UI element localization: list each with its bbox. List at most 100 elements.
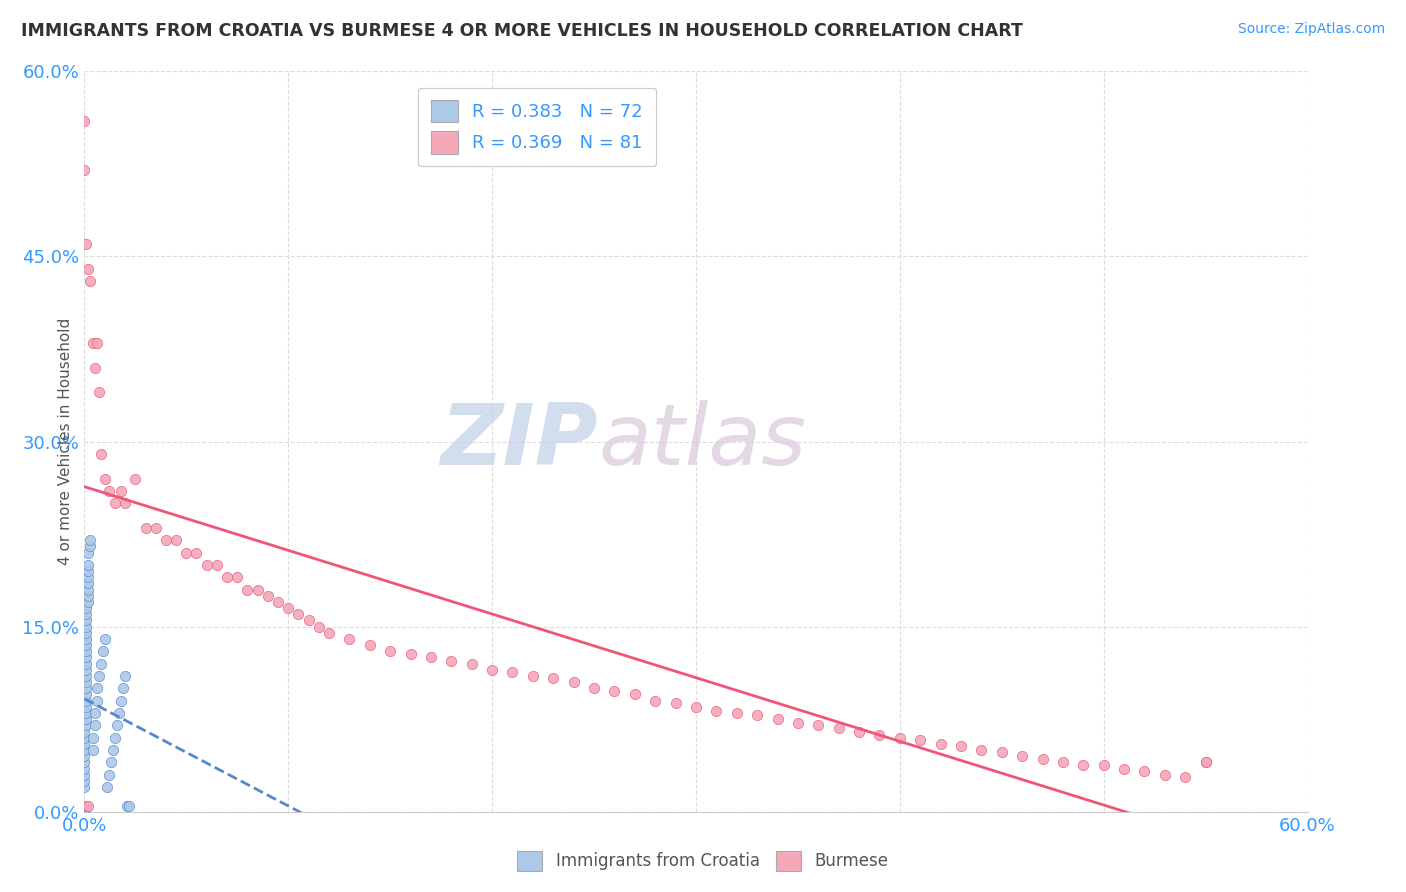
Point <box>75 699 97 714</box>
Point <box>502 665 524 680</box>
Text: ZIP: ZIP <box>440 400 598 483</box>
Point <box>73 113 96 128</box>
Point <box>1073 757 1095 772</box>
Point <box>277 601 299 615</box>
Point <box>82 743 104 757</box>
Point <box>86 335 108 350</box>
Point <box>73 749 96 764</box>
Point <box>104 496 127 510</box>
Point <box>73 805 96 819</box>
Point <box>481 663 503 677</box>
Point <box>970 743 993 757</box>
Point <box>79 540 101 554</box>
Point <box>205 558 228 572</box>
Point <box>73 780 96 794</box>
Point <box>174 546 197 560</box>
Legend: Immigrants from Croatia, Burmese: Immigrants from Croatia, Burmese <box>509 842 897 880</box>
Text: atlas: atlas <box>598 400 806 483</box>
Point <box>787 715 810 730</box>
Point <box>217 570 239 584</box>
Point <box>73 805 96 819</box>
Point <box>75 237 97 252</box>
Point <box>77 261 100 276</box>
Point <box>73 805 96 819</box>
Point <box>77 589 100 603</box>
Point <box>75 694 97 708</box>
Point <box>807 718 830 732</box>
Point <box>93 632 115 646</box>
Point <box>86 681 108 696</box>
Point <box>828 721 851 735</box>
Point <box>420 650 443 665</box>
Point <box>1133 764 1156 778</box>
Point <box>236 582 259 597</box>
Point <box>747 708 769 723</box>
Point <box>83 360 105 375</box>
Y-axis label: 4 or more Vehicles in Household: 4 or more Vehicles in Household <box>58 318 73 566</box>
Point <box>75 675 97 690</box>
Point <box>583 681 606 696</box>
Point <box>725 706 748 720</box>
Point <box>97 767 120 781</box>
Point <box>308 619 330 633</box>
Point <box>93 471 115 485</box>
Point <box>399 647 422 661</box>
Point <box>75 718 97 732</box>
Point <box>1195 756 1218 770</box>
Point <box>339 632 361 646</box>
Point <box>73 737 96 751</box>
Point <box>75 663 97 677</box>
Point <box>73 762 96 776</box>
Text: Source: ZipAtlas.com: Source: ZipAtlas.com <box>1237 22 1385 37</box>
Point <box>75 601 97 615</box>
Point <box>77 595 100 609</box>
Point <box>77 582 100 597</box>
Point <box>910 733 932 747</box>
Point <box>246 582 269 597</box>
Text: IMMIGRANTS FROM CROATIA VS BURMESE 4 OR MORE VEHICLES IN HOUSEHOLD CORRELATION C: IMMIGRANTS FROM CROATIA VS BURMESE 4 OR … <box>21 22 1024 40</box>
Legend: R = 0.383   N = 72, R = 0.369   N = 81: R = 0.383 N = 72, R = 0.369 N = 81 <box>418 87 655 166</box>
Point <box>114 669 136 683</box>
Point <box>522 669 544 683</box>
Point <box>1195 756 1218 770</box>
Point <box>685 699 707 714</box>
Point <box>110 694 132 708</box>
Point <box>848 724 870 739</box>
Point <box>766 712 789 726</box>
Point <box>90 447 112 461</box>
Point <box>87 669 110 683</box>
Point <box>115 798 138 813</box>
Point <box>73 163 96 178</box>
Point <box>87 385 110 400</box>
Point <box>267 595 290 609</box>
Point <box>91 644 114 658</box>
Point <box>77 576 100 591</box>
Point <box>86 694 108 708</box>
Point <box>90 657 112 671</box>
Point <box>1032 752 1054 766</box>
Point <box>73 724 96 739</box>
Point <box>73 805 96 819</box>
Point <box>75 614 97 628</box>
Point <box>101 743 124 757</box>
Point <box>73 805 96 819</box>
Point <box>889 731 911 745</box>
Point <box>110 483 132 498</box>
Point <box>75 625 97 640</box>
Point <box>77 570 100 584</box>
Point <box>461 657 484 671</box>
Point <box>73 805 96 819</box>
Point <box>75 712 97 726</box>
Point <box>73 756 96 770</box>
Point <box>135 521 157 535</box>
Point <box>75 638 97 652</box>
Point <box>79 274 101 288</box>
Point <box>991 746 1014 760</box>
Point <box>73 731 96 745</box>
Point <box>77 798 100 813</box>
Point <box>75 798 97 813</box>
Point <box>624 688 647 702</box>
Point <box>1052 756 1074 770</box>
Point <box>100 756 122 770</box>
Point <box>869 728 891 742</box>
